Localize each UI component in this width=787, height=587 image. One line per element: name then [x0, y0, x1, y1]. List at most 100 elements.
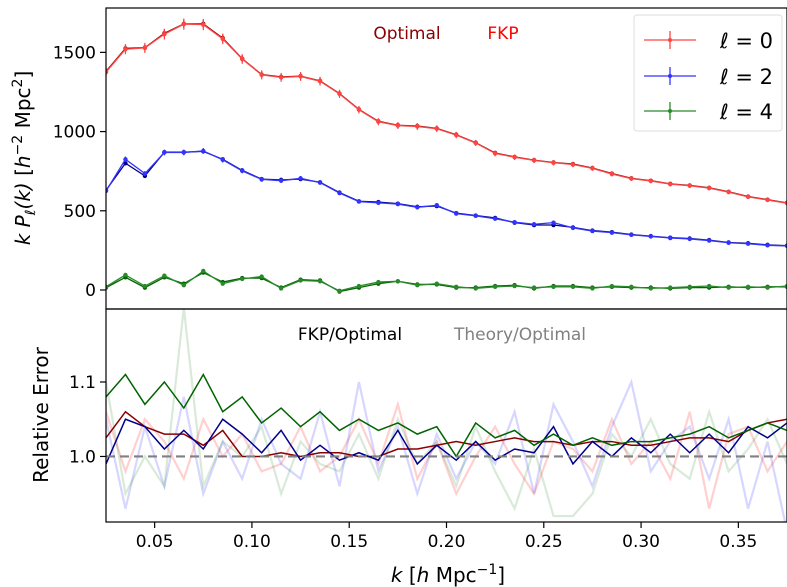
data-point [531, 158, 537, 163]
data-point [395, 279, 401, 284]
data-point [551, 160, 556, 165]
series-line-theory-optimal-l-4 [106, 309, 787, 518]
annotation-fkp: FKP [487, 24, 518, 44]
series-l-0-fkp [106, 18, 787, 206]
data-point [454, 284, 459, 290]
data-point [531, 222, 537, 227]
data-point [201, 268, 206, 274]
data-point [259, 177, 264, 182]
data-point [687, 236, 692, 242]
data-point [629, 284, 634, 290]
data-point [376, 279, 381, 285]
data-point [298, 176, 303, 181]
series-line-l-0-fkp [106, 23, 787, 204]
data-point [162, 150, 167, 155]
x-axis-label: k [h Mpc−1] [391, 562, 505, 587]
data-point [337, 91, 342, 97]
legend-entry-l2: ℓ = 2 [644, 65, 773, 89]
data-point [142, 45, 148, 51]
data-point [317, 180, 323, 185]
data-point [706, 185, 712, 191]
data-point [726, 285, 731, 290]
data-point [765, 243, 770, 248]
legend-label-l4-symbol: ℓ [719, 100, 729, 124]
y-tick-label: 1.1 [69, 373, 96, 393]
data-point [240, 168, 245, 174]
data-point [434, 281, 439, 286]
data-point [473, 140, 478, 146]
data-point [162, 273, 167, 278]
data-point [356, 199, 362, 204]
data-point [492, 284, 498, 290]
data-point [473, 286, 478, 291]
data-point [376, 119, 381, 124]
svg-text:ℓ = 0: ℓ = 0 [719, 29, 773, 53]
data-point [648, 286, 653, 291]
data-point [570, 284, 576, 290]
data-point [201, 22, 206, 27]
data-point [454, 132, 459, 138]
data-point [220, 157, 225, 162]
data-point [240, 56, 245, 62]
data-point [668, 285, 673, 290]
bottom-y-ticks: 1.0 1.1 [69, 373, 106, 467]
y-tick-label: 1500 [53, 43, 96, 63]
data-point [376, 200, 381, 206]
data-point [745, 284, 751, 290]
data-point [142, 171, 148, 176]
data-point [629, 232, 634, 238]
data-point [278, 178, 284, 183]
series-l-4-fkp [106, 268, 787, 293]
data-point [726, 240, 731, 245]
data-point [551, 284, 556, 290]
data-point [278, 286, 284, 291]
annotation-optimal: Optimal [373, 24, 440, 44]
bottom-panel: 1.0 1.1 0.05 0.10 0.15 0.20 0.25 0.30 0.35 FKP/… [29, 308, 787, 587]
data-point [765, 285, 770, 290]
bottom-y-axis-label: Relative Error [29, 346, 53, 483]
data-point [745, 241, 751, 246]
data-point [512, 283, 517, 289]
top-series-layer [106, 18, 787, 294]
data-point [278, 75, 284, 80]
legend-entry-l4: ℓ = 4 [644, 100, 773, 124]
top-y-ticks: 0 500 1000 1500 [53, 43, 106, 301]
data-point [570, 225, 576, 231]
data-point [745, 194, 751, 200]
data-point [531, 285, 537, 290]
data-point [142, 283, 148, 289]
data-point [570, 162, 576, 167]
data-point [687, 183, 692, 188]
data-point [473, 213, 478, 219]
data-point [259, 72, 264, 78]
y-tick-label: 0 [85, 281, 96, 301]
data-point [337, 190, 342, 196]
legend-label-l2-symbol: ℓ [719, 65, 729, 89]
top-panel: 0 500 1000 1500 Optimal FKP ℓ = 0 ℓ = 2 ℓ [10, 7, 787, 310]
data-point [415, 205, 420, 210]
data-point [706, 238, 712, 243]
data-point [609, 171, 615, 177]
data-point [765, 197, 770, 203]
y-tick-label: 1.0 [69, 447, 96, 467]
annotation-theory-optimal: Theory/Optimal [453, 325, 586, 345]
x-tick-label: 0.25 [525, 532, 563, 552]
data-point [590, 228, 595, 234]
legend-entry-l0: ℓ = 0 [644, 29, 773, 53]
data-point [609, 283, 615, 289]
x-tick-label: 0.20 [428, 532, 466, 552]
data-point [317, 279, 323, 284]
series-line-l-4-fkp [106, 270, 787, 292]
svg-text:ℓ = 4: ℓ = 4 [719, 100, 773, 124]
annotation-fkp-optimal: FKP/Optimal [298, 325, 402, 345]
legend-label-l2-value: = 2 [729, 65, 773, 89]
data-point [648, 234, 653, 239]
data-point [512, 155, 517, 160]
series-line-l-4-optimal [106, 271, 787, 293]
data-point [454, 211, 459, 216]
data-point [590, 166, 595, 171]
data-point [706, 283, 712, 289]
series-line-l-2-fkp [106, 150, 787, 247]
data-point [201, 148, 206, 154]
